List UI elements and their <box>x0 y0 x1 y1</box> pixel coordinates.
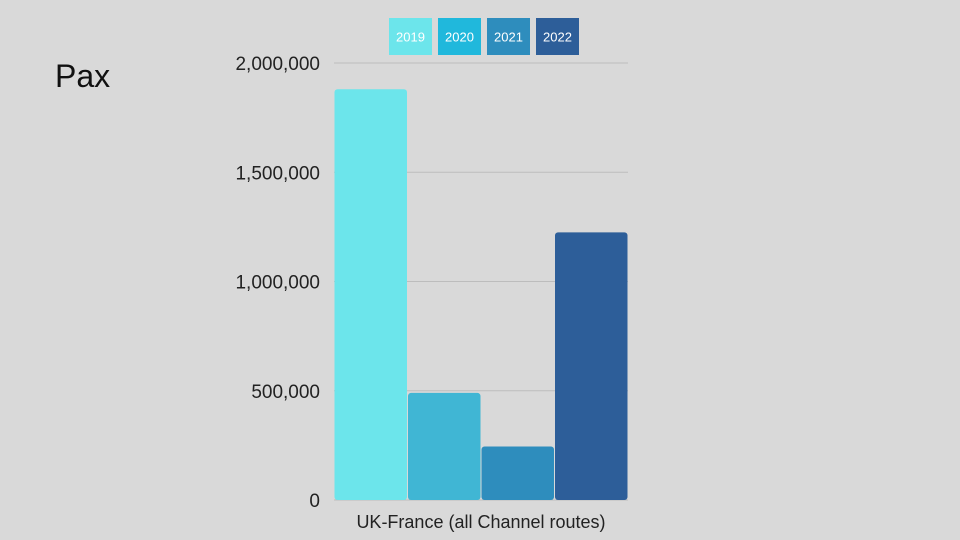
category-label: UK-France (all Channel routes) <box>356 512 605 532</box>
bars <box>334 89 628 500</box>
page-title: Pax <box>55 58 111 94</box>
legend-label: 2022 <box>543 30 572 45</box>
legend-swatch-2020 <box>438 18 481 55</box>
y-axis: 0 500,000 1,000,000 1,500,000 2,000,000 <box>235 54 320 512</box>
legend-swatch-2022 <box>536 18 579 55</box>
legend: 2019 2020 2021 2022 <box>389 18 579 55</box>
legend-label: 2019 <box>396 30 425 45</box>
bar-2019 <box>334 89 407 500</box>
y-tick-label: 1,000,000 <box>235 273 320 294</box>
y-tick-label: 2,000,000 <box>235 54 320 75</box>
bar-2022 <box>555 232 628 500</box>
x-axis: UK-France (all Channel routes) <box>356 512 605 532</box>
legend-swatch-2021 <box>487 18 530 55</box>
bar-2021 <box>481 446 554 500</box>
y-tick-label: 500,000 <box>251 382 320 403</box>
y-tick-label: 1,500,000 <box>235 163 320 184</box>
y-tick-label: 0 <box>309 491 320 512</box>
legend-label: 2021 <box>494 30 523 45</box>
legend-swatch-2019 <box>389 18 432 55</box>
bar-2020 <box>408 392 481 500</box>
legend-label: 2020 <box>445 30 474 45</box>
